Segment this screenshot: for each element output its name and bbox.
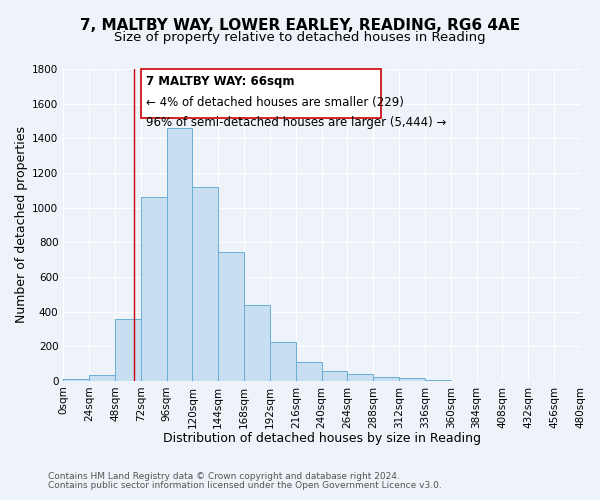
- Bar: [347, 374, 373, 381]
- Bar: [63, 379, 89, 381]
- Bar: [89, 375, 115, 381]
- Bar: [244, 304, 270, 381]
- Text: 7 MALTBY WAY: 66sqm: 7 MALTBY WAY: 66sqm: [146, 75, 295, 88]
- Text: Contains public sector information licensed under the Open Government Licence v3: Contains public sector information licen…: [48, 481, 442, 490]
- Text: 96% of semi-detached houses are larger (5,444) →: 96% of semi-detached houses are larger (…: [146, 116, 446, 129]
- Bar: [115, 320, 141, 381]
- Bar: [296, 362, 322, 381]
- Bar: [373, 378, 399, 381]
- Bar: [141, 197, 167, 381]
- Y-axis label: Number of detached properties: Number of detached properties: [15, 126, 28, 324]
- Bar: [399, 378, 425, 381]
- FancyBboxPatch shape: [141, 69, 381, 117]
- Bar: [167, 128, 193, 381]
- Bar: [270, 342, 296, 381]
- Text: ← 4% of detached houses are smaller (229): ← 4% of detached houses are smaller (229…: [146, 96, 404, 108]
- Bar: [322, 372, 347, 381]
- Text: 7, MALTBY WAY, LOWER EARLEY, READING, RG6 4AE: 7, MALTBY WAY, LOWER EARLEY, READING, RG…: [80, 18, 520, 32]
- Text: Size of property relative to detached houses in Reading: Size of property relative to detached ho…: [114, 31, 486, 44]
- Bar: [425, 380, 451, 381]
- Bar: [193, 187, 218, 381]
- X-axis label: Distribution of detached houses by size in Reading: Distribution of detached houses by size …: [163, 432, 481, 445]
- Bar: [218, 252, 244, 381]
- Text: Contains HM Land Registry data © Crown copyright and database right 2024.: Contains HM Land Registry data © Crown c…: [48, 472, 400, 481]
